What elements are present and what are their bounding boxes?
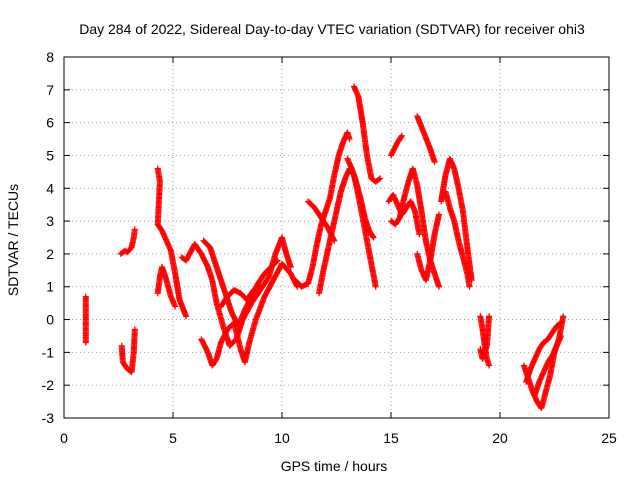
data-point bbox=[435, 211, 442, 218]
data-point bbox=[416, 231, 423, 238]
y-tick-label: 6 bbox=[46, 115, 54, 131]
x-tick-label: 15 bbox=[383, 430, 399, 446]
data-point bbox=[346, 136, 353, 143]
data-point bbox=[372, 283, 379, 290]
data-point bbox=[331, 237, 338, 244]
y-tick-label: 0 bbox=[46, 312, 54, 328]
x-tick-label: 5 bbox=[169, 430, 177, 446]
y-tick-label: 1 bbox=[46, 279, 54, 295]
data-point bbox=[370, 234, 377, 241]
data-point bbox=[172, 303, 179, 310]
y-axis-ticks: -3 -2 -1 0 1 2 3 4 5 6 7 8 bbox=[42, 49, 609, 426]
data-point bbox=[274, 257, 281, 264]
y-tick-label: 8 bbox=[46, 49, 54, 65]
data-point bbox=[131, 326, 138, 333]
data-point bbox=[131, 226, 138, 233]
chart-title: Day 284 of 2022, Sidereal Day-to-day VTE… bbox=[79, 21, 585, 37]
y-tick-label: 5 bbox=[46, 147, 54, 163]
x-axis-ticks: 0 5 10 15 20 25 bbox=[60, 57, 617, 446]
data-point bbox=[273, 258, 280, 265]
y-tick-label: 3 bbox=[46, 213, 54, 229]
x-tick-label: 25 bbox=[601, 430, 617, 446]
data-point bbox=[257, 283, 264, 290]
data-point bbox=[287, 264, 294, 271]
data-point bbox=[558, 332, 565, 339]
y-tick-label: 4 bbox=[46, 180, 54, 196]
plot-area-border bbox=[63, 56, 610, 419]
data-point bbox=[486, 362, 493, 369]
data-points bbox=[82, 83, 567, 412]
data-point bbox=[435, 283, 442, 290]
data-point bbox=[398, 133, 405, 140]
data-point bbox=[82, 339, 89, 346]
data-point bbox=[431, 159, 438, 166]
y-tick-label: 7 bbox=[46, 82, 54, 98]
x-tick-label: 0 bbox=[60, 430, 68, 446]
data-point bbox=[369, 233, 376, 240]
data-point bbox=[556, 320, 563, 327]
data-point bbox=[486, 313, 493, 320]
data-point bbox=[558, 319, 565, 326]
x-tick-label: 20 bbox=[492, 430, 508, 446]
y-tick-label: -3 bbox=[42, 410, 55, 426]
data-point bbox=[377, 175, 384, 182]
y-tick-label: -2 bbox=[42, 377, 55, 393]
grid-lines bbox=[64, 57, 609, 418]
x-axis-label: GPS time / hours bbox=[281, 458, 388, 474]
data-point bbox=[466, 283, 473, 290]
x-tick-label: 10 bbox=[274, 430, 290, 446]
data-point bbox=[560, 313, 567, 320]
y-axis-label: SDTVAR / TECUs bbox=[5, 184, 21, 296]
data-point bbox=[376, 176, 383, 183]
data-point bbox=[398, 132, 405, 139]
y-tick-label: -1 bbox=[42, 344, 55, 360]
data-point bbox=[183, 313, 190, 320]
y-tick-label: 2 bbox=[46, 246, 54, 262]
